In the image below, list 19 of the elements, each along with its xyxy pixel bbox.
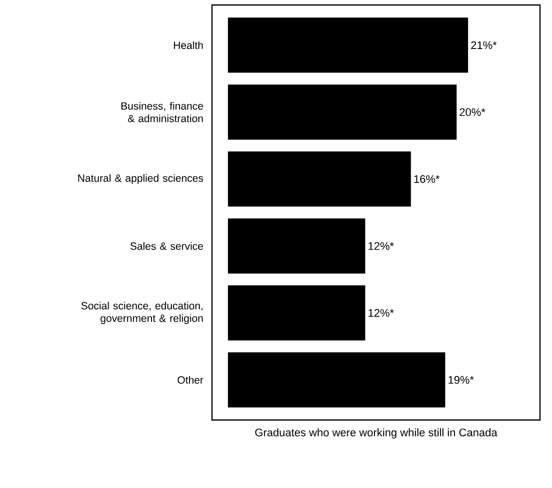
bar [228,218,366,274]
bar [228,18,468,73]
data-label: 21%* [471,41,497,50]
data-label: 16%* [414,175,440,183]
data-label: 19%* [448,376,474,384]
y-tick-label: Other [178,376,204,384]
bar [228,352,446,408]
y-tick-label: Business, finance & administration [121,102,203,122]
data-label: 20%* [460,108,486,116]
data-label: 12%* [368,309,394,317]
y-tick-label: Sales & service [130,242,203,250]
x-axis-title: Graduates who were working while still in Canada [255,428,498,439]
y-tick-label: Natural & applied sciences [78,174,204,184]
data-label: 12%* [368,242,394,250]
y-tick-label: Health [174,41,203,50]
bar [228,285,366,340]
bar [228,84,457,140]
y-tick-label: Social science, education, government & religion [81,302,203,324]
bar [228,151,411,207]
